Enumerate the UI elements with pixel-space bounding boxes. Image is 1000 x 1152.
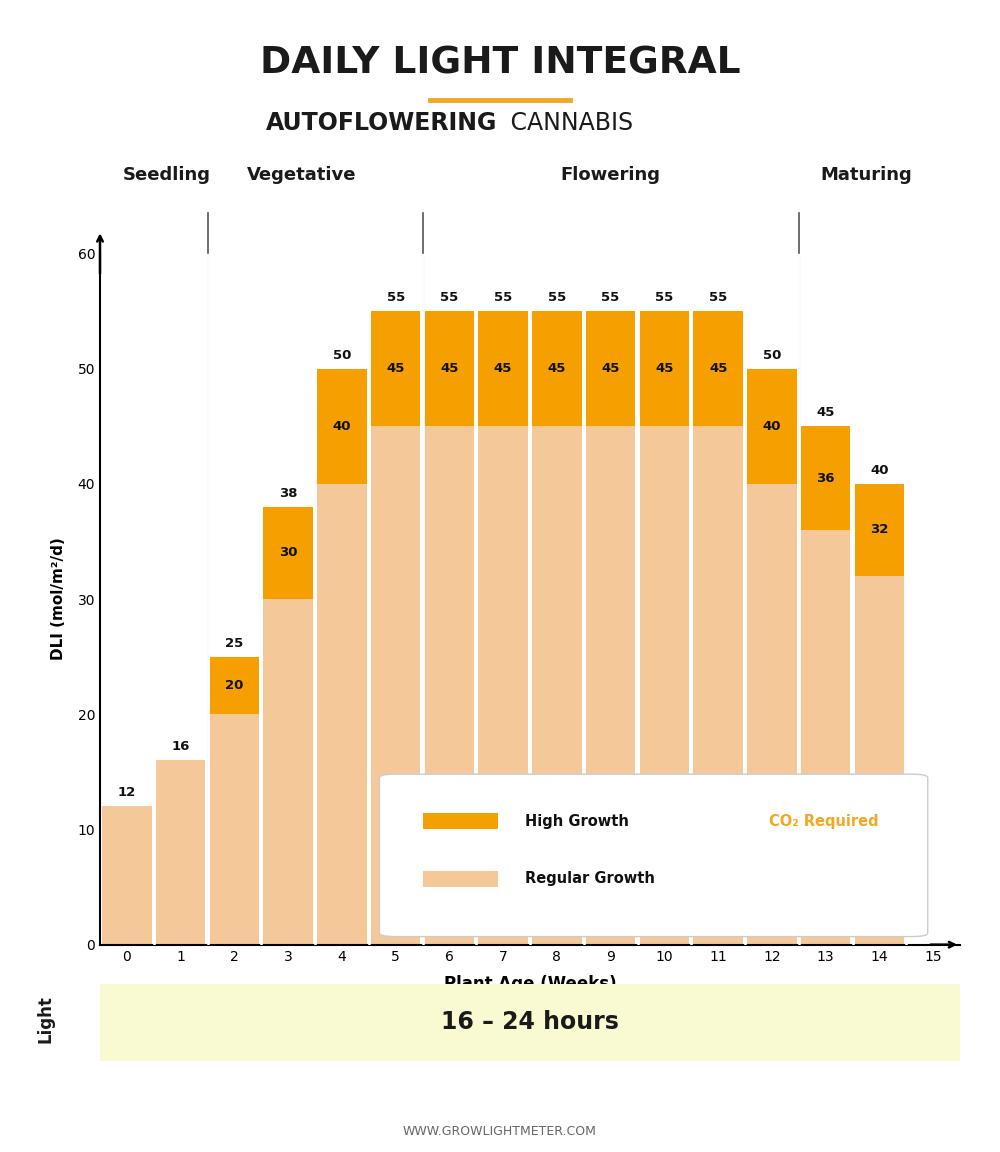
Text: 55: 55 <box>386 291 405 304</box>
Bar <box>478 426 528 945</box>
Bar <box>693 426 743 945</box>
Bar <box>317 484 367 945</box>
Text: 55: 55 <box>602 291 620 304</box>
Bar <box>586 426 635 945</box>
Text: 38: 38 <box>279 487 297 500</box>
Text: 45: 45 <box>494 362 512 376</box>
Text: 55: 55 <box>494 291 512 304</box>
Text: 45: 45 <box>440 362 459 376</box>
Bar <box>422 813 498 829</box>
Text: 50: 50 <box>333 349 351 362</box>
Text: CANNABIS: CANNABIS <box>503 112 633 135</box>
Text: 12: 12 <box>118 787 136 799</box>
Bar <box>317 369 367 484</box>
Bar <box>586 311 635 426</box>
Bar <box>747 369 797 484</box>
Bar <box>855 576 904 945</box>
Text: 55: 55 <box>655 291 674 304</box>
Text: 45: 45 <box>655 362 674 376</box>
Text: Maturing: Maturing <box>820 166 912 184</box>
Bar <box>156 760 205 945</box>
Bar <box>640 311 689 426</box>
Text: 55: 55 <box>709 291 727 304</box>
Text: 32: 32 <box>870 523 889 537</box>
Text: Vegetative: Vegetative <box>247 166 356 184</box>
Bar <box>855 484 904 576</box>
Text: 45: 45 <box>548 362 566 376</box>
Text: DAILY LIGHT INTEGRAL: DAILY LIGHT INTEGRAL <box>260 45 740 82</box>
Text: 50: 50 <box>763 349 781 362</box>
Text: 45: 45 <box>709 362 727 376</box>
Text: 45: 45 <box>816 407 835 419</box>
FancyBboxPatch shape <box>380 774 928 937</box>
Bar <box>422 871 498 887</box>
Bar <box>747 484 797 945</box>
Bar <box>532 311 582 426</box>
Bar <box>210 657 259 714</box>
Text: 40: 40 <box>333 419 351 433</box>
Bar <box>210 714 259 945</box>
Text: Flowering: Flowering <box>561 166 661 184</box>
Text: AUTOFLOWERING: AUTOFLOWERING <box>266 112 497 135</box>
Text: High Growth: High Growth <box>525 813 629 829</box>
Text: 16 – 24 hours: 16 – 24 hours <box>441 1010 619 1034</box>
Text: 40: 40 <box>870 464 889 477</box>
X-axis label: Plant Age (Weeks): Plant Age (Weeks) <box>444 975 616 993</box>
Bar <box>693 311 743 426</box>
Bar <box>102 806 152 945</box>
Text: Regular Growth: Regular Growth <box>525 871 654 887</box>
Text: 16: 16 <box>171 741 190 753</box>
Bar <box>425 311 474 426</box>
Bar <box>263 507 313 599</box>
Text: 45: 45 <box>601 362 620 376</box>
Y-axis label: DLI (mol/m²/d): DLI (mol/m²/d) <box>51 538 66 660</box>
Text: WWW.GROWLIGHTMETER.COM: WWW.GROWLIGHTMETER.COM <box>403 1124 597 1138</box>
Text: 55: 55 <box>440 291 458 304</box>
Text: Light: Light <box>36 995 54 1044</box>
Text: 30: 30 <box>279 546 297 560</box>
Text: 25: 25 <box>225 637 244 650</box>
Text: 45: 45 <box>386 362 405 376</box>
Text: 36: 36 <box>816 471 835 485</box>
Bar <box>425 426 474 945</box>
Bar <box>371 311 420 426</box>
Bar <box>371 426 420 945</box>
Bar <box>801 530 850 945</box>
Bar <box>532 426 582 945</box>
FancyBboxPatch shape <box>100 984 960 1061</box>
Text: 55: 55 <box>548 291 566 304</box>
Text: 20: 20 <box>225 679 244 692</box>
Bar <box>263 599 313 945</box>
Text: Seedling: Seedling <box>123 166 211 184</box>
Bar <box>801 426 850 530</box>
Text: 40: 40 <box>763 419 781 433</box>
Bar <box>640 426 689 945</box>
Text: CO₂ Required: CO₂ Required <box>769 813 879 829</box>
Bar <box>478 311 528 426</box>
